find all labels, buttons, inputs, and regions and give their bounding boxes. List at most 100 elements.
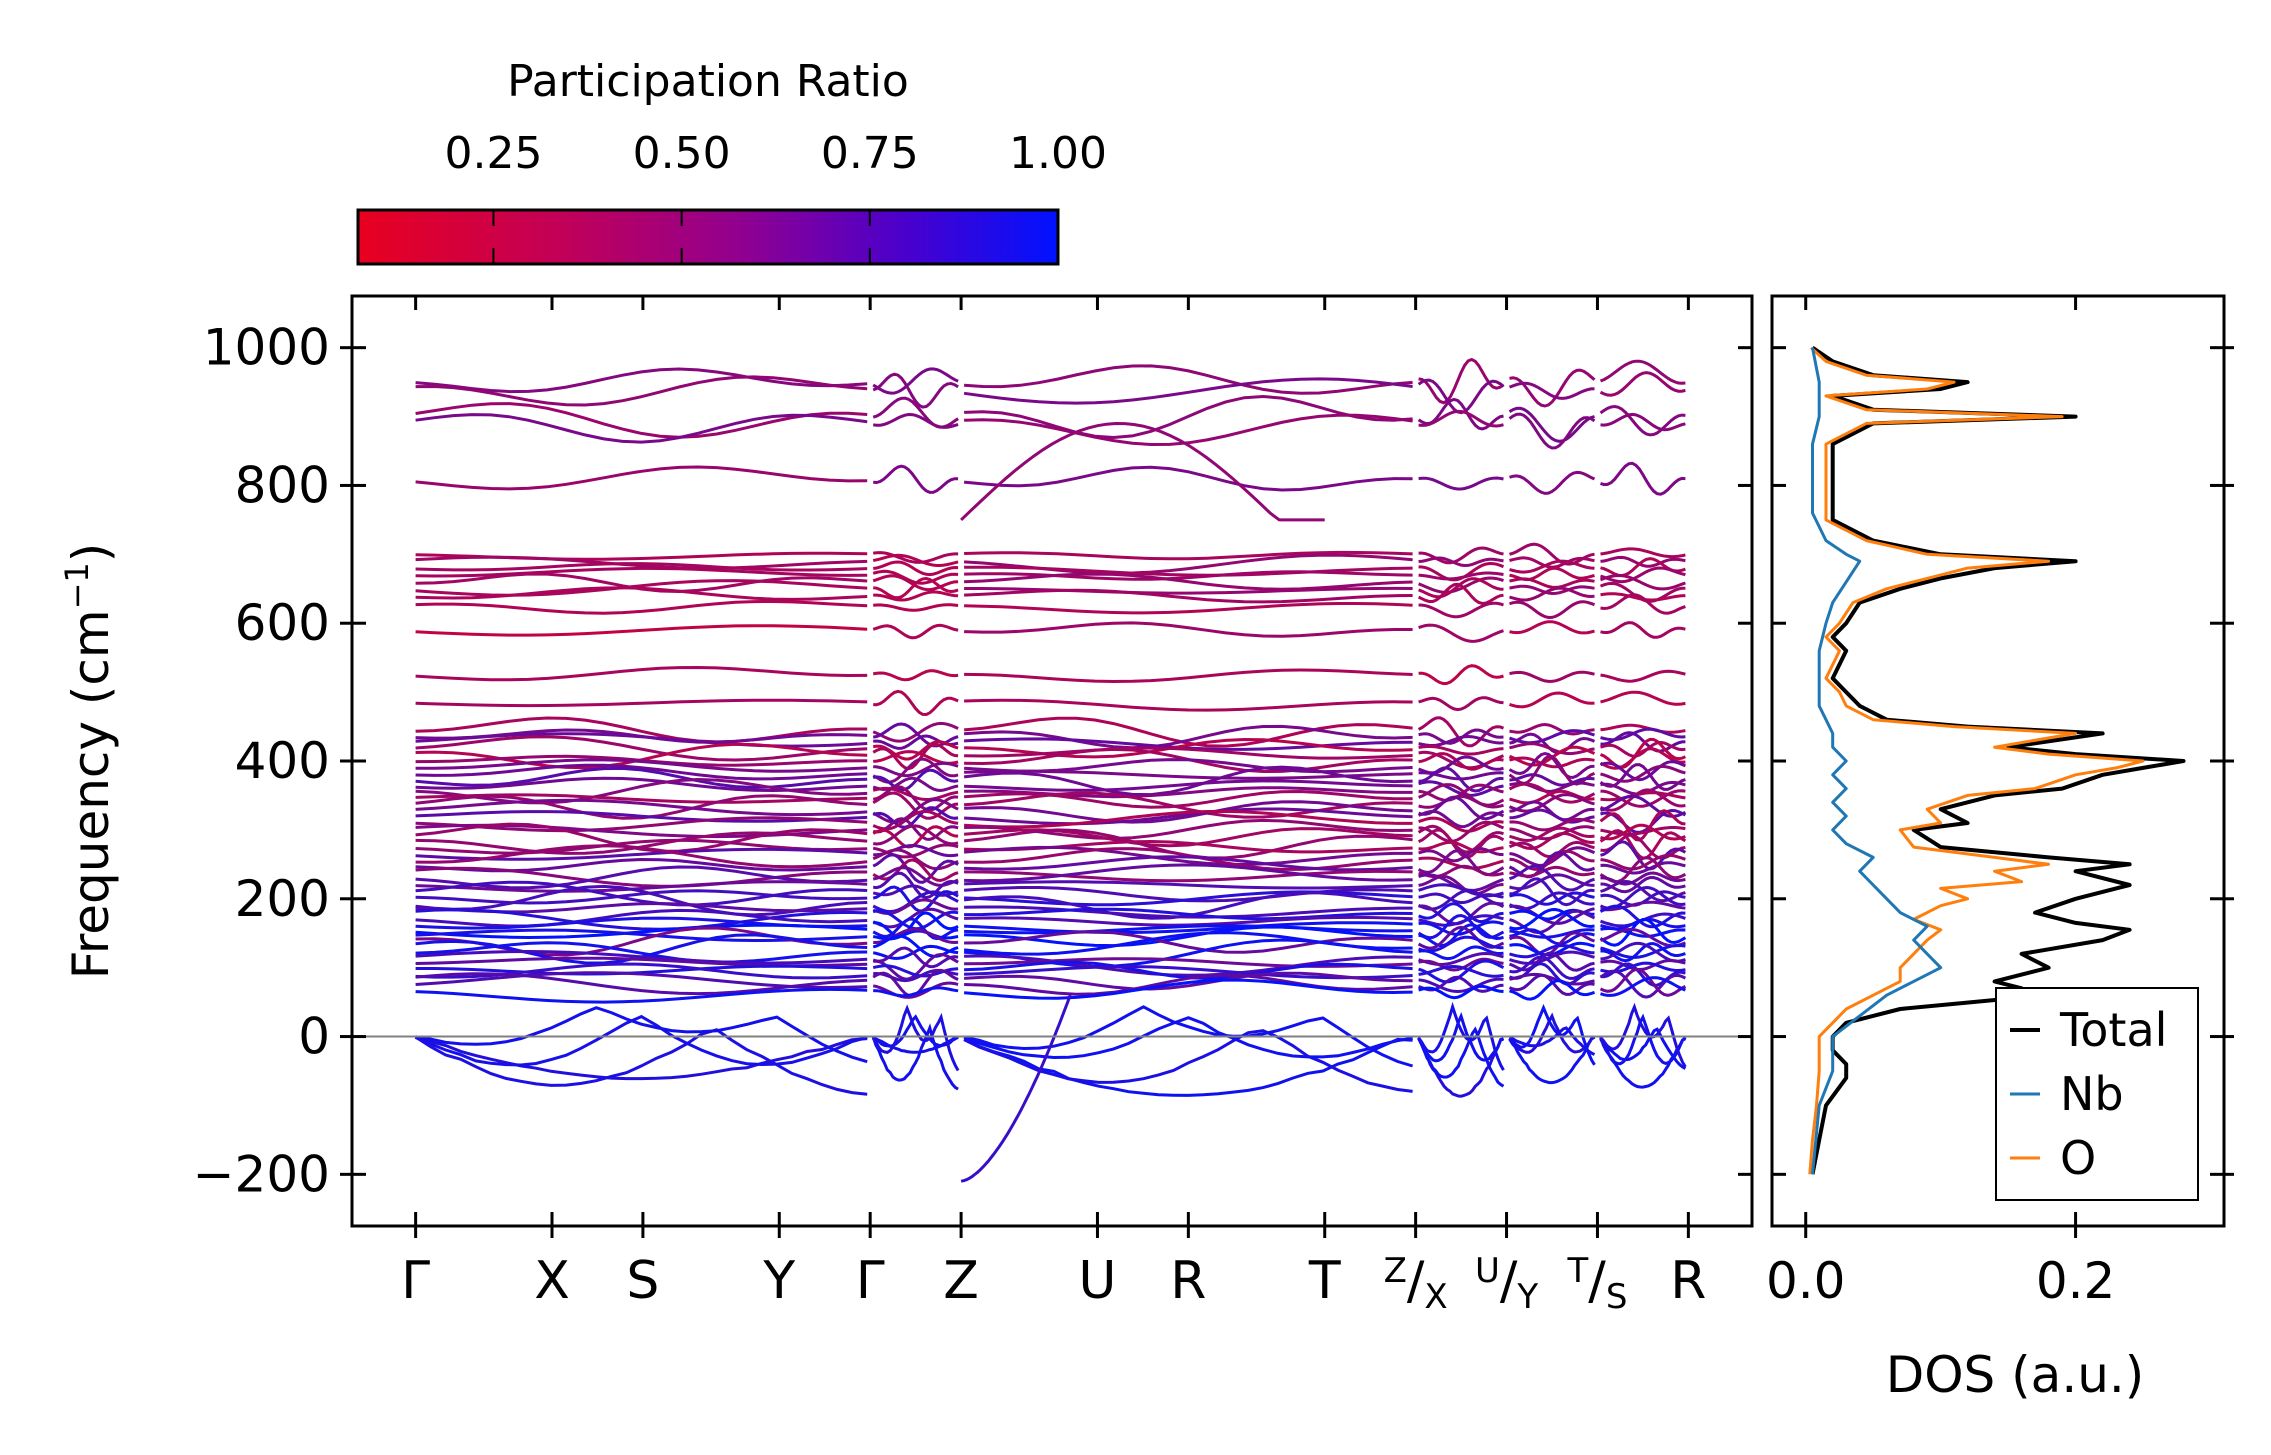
phonon-band bbox=[1417, 582, 1504, 606]
phonon-band bbox=[964, 570, 1413, 581]
soft-mode-band bbox=[872, 1014, 959, 1048]
phonon-band bbox=[1508, 782, 1596, 804]
phonon-band bbox=[963, 845, 1413, 867]
phonon-band bbox=[1600, 412, 1686, 432]
phonon-band bbox=[415, 971, 868, 990]
phonon-band bbox=[872, 367, 959, 395]
soft-mode-band bbox=[963, 1016, 1413, 1060]
dos-x-ticks: 0.0 0.2 bbox=[1766, 296, 2115, 1310]
phonon-band bbox=[1418, 847, 1504, 863]
phonon-band bbox=[1418, 601, 1504, 619]
phonon-band bbox=[415, 579, 868, 597]
phonon-band bbox=[872, 553, 959, 567]
phonon-band bbox=[1600, 900, 1686, 912]
phonon-band bbox=[1600, 879, 1686, 903]
x-tick-label-s: S bbox=[626, 1251, 659, 1311]
soft-mode-band bbox=[963, 1005, 1414, 1068]
x-tick-label-r2: R bbox=[1670, 1251, 1706, 1311]
phonon-band bbox=[1418, 752, 1504, 771]
phonon-band-arch bbox=[960, 421, 1325, 522]
phonon-band bbox=[873, 689, 959, 717]
y-axis-label-main: Frequency (cm bbox=[62, 609, 120, 979]
phonon-band bbox=[415, 586, 868, 601]
y-tick-label: 1000 bbox=[203, 319, 330, 377]
x-tick-label-y: Y bbox=[762, 1251, 795, 1311]
phonon-band bbox=[964, 907, 1413, 921]
phonon-band bbox=[1600, 727, 1686, 742]
phonon-band bbox=[1417, 716, 1505, 748]
phonon-band bbox=[1600, 840, 1687, 871]
phonon-band bbox=[1600, 976, 1686, 997]
phonon-band bbox=[964, 809, 1413, 829]
soft-mode-band bbox=[1508, 1035, 1596, 1085]
phonon-band bbox=[1418, 809, 1505, 829]
phonon-band bbox=[872, 768, 959, 792]
phonon-band bbox=[1418, 874, 1504, 896]
phonon-band bbox=[1600, 875, 1686, 894]
x-tick-label-zx: Z/X bbox=[1384, 1251, 1448, 1317]
phonon-band bbox=[1509, 368, 1596, 408]
phonon-band bbox=[1418, 744, 1504, 756]
dos-x-axis-label: DOS (a.u.) bbox=[1886, 1346, 2145, 1404]
imaginary-branch bbox=[960, 994, 1072, 1183]
phonon-band bbox=[1509, 826, 1595, 843]
phonon-band bbox=[1599, 371, 1686, 397]
phonon-band bbox=[1418, 935, 1504, 953]
soft-mode-band bbox=[963, 1037, 1413, 1097]
phonon-band bbox=[872, 907, 959, 929]
phonon-band bbox=[1509, 904, 1595, 925]
phonon-band bbox=[1417, 828, 1505, 859]
phonon-band bbox=[415, 465, 868, 491]
phonon-band bbox=[415, 735, 868, 762]
phonon-band bbox=[1509, 877, 1595, 907]
phonon-band bbox=[1599, 404, 1686, 437]
phonon-band bbox=[872, 858, 959, 883]
phonon-band bbox=[872, 981, 959, 999]
legend-label-nb: Nb bbox=[2060, 1067, 2124, 1121]
phonon-band bbox=[1509, 831, 1595, 851]
soft-mode-band bbox=[1508, 1012, 1596, 1054]
phonon-band bbox=[1418, 664, 1504, 686]
phonon-band bbox=[963, 465, 1413, 492]
phonon-band bbox=[1509, 891, 1595, 906]
phonon-band bbox=[1509, 756, 1595, 769]
y-tick-label: 800 bbox=[235, 456, 330, 514]
phonon-band bbox=[964, 855, 1413, 872]
phonon-band bbox=[1418, 546, 1504, 565]
phonon-band bbox=[963, 789, 1413, 809]
soft-mode-band bbox=[415, 1035, 868, 1081]
phonon-band bbox=[872, 798, 959, 824]
soft-mode-band bbox=[1508, 1003, 1596, 1066]
colorbar-tick-label: 0.25 bbox=[444, 128, 542, 179]
phonon-band bbox=[415, 798, 868, 817]
legend-label-total: Total bbox=[2059, 1003, 2167, 1057]
phonon-band bbox=[415, 962, 868, 980]
phonon-band bbox=[963, 716, 1413, 748]
phonon-band bbox=[964, 572, 1413, 591]
dos-panel: 0.0 0.2 DOS (a.u.) Total Nb O bbox=[1766, 294, 2234, 1404]
y-axis-label: Frequency (cm−1) bbox=[58, 543, 120, 980]
phonon-band bbox=[415, 908, 868, 928]
phonon-band bbox=[964, 905, 1413, 919]
phonon-band bbox=[1600, 853, 1686, 871]
phonon-band bbox=[964, 924, 1413, 935]
phonon-band bbox=[1418, 923, 1504, 947]
phonon-band bbox=[1599, 747, 1686, 770]
phonon-band bbox=[873, 871, 959, 900]
phonon-band bbox=[1418, 959, 1505, 984]
dos-x-tick-label: 0.2 bbox=[2036, 1252, 2116, 1310]
x-axis-ticks: Γ X S Y Γ Z U R T Z/XU/YT/S R bbox=[401, 296, 1706, 1317]
phonon-band bbox=[415, 777, 868, 805]
phonon-band bbox=[415, 402, 868, 439]
phonon-band bbox=[1509, 586, 1595, 602]
phonon-band bbox=[1600, 555, 1686, 568]
phonon-band bbox=[1509, 470, 1596, 495]
phonon-band bbox=[1418, 409, 1504, 428]
phonon-band bbox=[1509, 670, 1595, 683]
phonon-band bbox=[1418, 476, 1504, 491]
phonon-band bbox=[1418, 783, 1504, 802]
phonon-band bbox=[1599, 904, 1686, 929]
phonon-band bbox=[415, 698, 868, 708]
phonon-band bbox=[1509, 907, 1595, 931]
y-axis-label-close: ) bbox=[62, 543, 120, 563]
